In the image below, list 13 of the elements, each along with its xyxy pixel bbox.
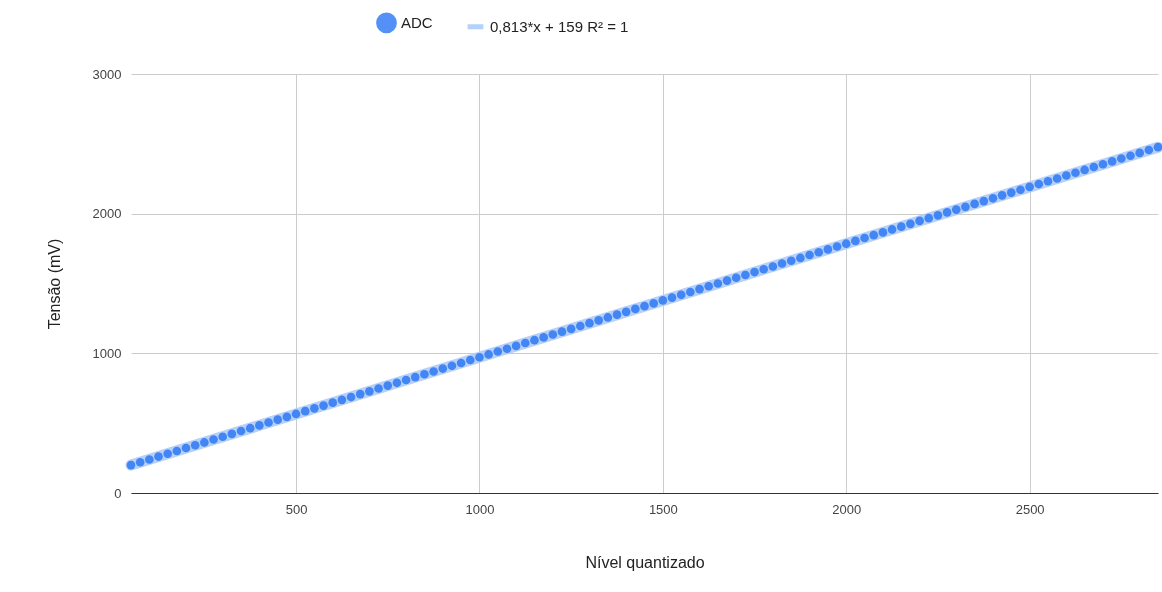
- y-tick-label: 2000: [92, 206, 122, 222]
- x-tick-label: 2500: [1015, 501, 1045, 517]
- legend-label: ADC: [401, 13, 433, 31]
- x-tick-label: 2000: [832, 501, 862, 517]
- y-tick-label: 0: [114, 485, 122, 501]
- x-tick-label: 1000: [465, 501, 495, 517]
- y-tick-label: 1000: [92, 345, 122, 361]
- x-tick-label: 500: [285, 501, 308, 517]
- x-tick-label: 1500: [648, 501, 678, 517]
- y-axis-title: Tensão (mV): [45, 238, 63, 330]
- x-axis-title: Nível quantizado: [585, 553, 705, 571]
- legend-label: 0,813*x + 159 R² = 1: [490, 17, 629, 35]
- y-tick-label: 3000: [92, 66, 122, 82]
